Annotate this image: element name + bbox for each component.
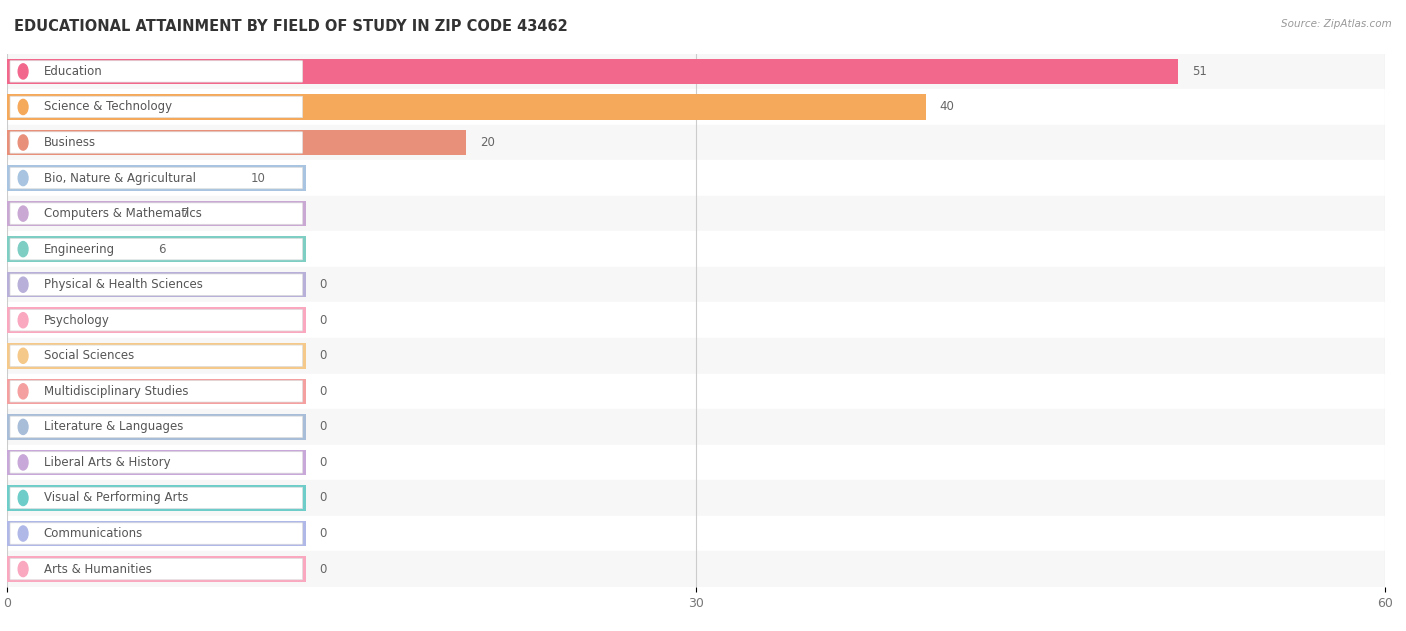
Text: 0: 0 [319,420,326,433]
Bar [7,59,1178,84]
Circle shape [18,170,28,186]
Text: Business: Business [44,136,96,149]
Text: Psychology: Psychology [44,314,110,327]
Text: 10: 10 [250,172,266,184]
Bar [7,374,1385,409]
FancyBboxPatch shape [10,239,302,260]
Bar [7,267,1385,302]
Bar [7,521,305,546]
Bar [7,379,305,404]
FancyBboxPatch shape [10,558,302,580]
Text: Engineering: Engineering [44,243,115,256]
Text: Literature & Languages: Literature & Languages [44,420,183,433]
Text: 0: 0 [319,278,326,291]
Bar [7,450,305,475]
FancyBboxPatch shape [10,132,302,153]
FancyBboxPatch shape [10,167,302,189]
Text: 20: 20 [479,136,495,149]
FancyBboxPatch shape [10,310,302,331]
Text: Multidisciplinary Studies: Multidisciplinary Studies [44,385,188,398]
Text: 40: 40 [939,100,955,114]
Text: Arts & Humanities: Arts & Humanities [44,563,152,575]
Circle shape [18,135,28,150]
Bar [7,307,305,333]
Bar [7,557,305,582]
Circle shape [18,562,28,577]
Text: 6: 6 [159,243,166,256]
Bar [7,343,305,369]
Circle shape [18,277,28,292]
Text: Social Sciences: Social Sciences [44,350,134,362]
Text: EDUCATIONAL ATTAINMENT BY FIELD OF STUDY IN ZIP CODE 43462: EDUCATIONAL ATTAINMENT BY FIELD OF STUDY… [14,19,568,34]
FancyBboxPatch shape [10,416,302,437]
Circle shape [18,206,28,221]
FancyBboxPatch shape [10,380,302,402]
Bar [7,54,1385,89]
FancyBboxPatch shape [10,523,302,544]
Bar [7,94,925,120]
Circle shape [18,242,28,257]
Circle shape [18,99,28,115]
Text: Communications: Communications [44,527,143,540]
Bar [7,551,1385,587]
Text: 0: 0 [319,563,326,575]
Bar [7,196,1385,232]
FancyBboxPatch shape [10,97,302,117]
Bar [7,232,1385,267]
FancyBboxPatch shape [10,274,302,295]
Text: 0: 0 [319,350,326,362]
FancyBboxPatch shape [10,452,302,473]
Circle shape [18,455,28,470]
Text: Bio, Nature & Agricultural: Bio, Nature & Agricultural [44,172,195,184]
Bar [7,516,1385,551]
Bar [7,445,1385,480]
Text: Source: ZipAtlas.com: Source: ZipAtlas.com [1281,19,1392,29]
Bar [7,201,305,227]
Circle shape [18,64,28,79]
Bar [7,89,1385,125]
Bar [7,130,467,155]
Circle shape [18,348,28,363]
Text: Computers & Mathematics: Computers & Mathematics [44,207,201,220]
FancyBboxPatch shape [10,61,302,82]
Circle shape [18,384,28,399]
FancyBboxPatch shape [10,345,302,367]
Bar [7,409,1385,445]
Text: Education: Education [44,65,103,78]
Bar [7,485,305,510]
FancyBboxPatch shape [10,487,302,509]
Text: Visual & Performing Arts: Visual & Performing Arts [44,492,188,504]
Text: Physical & Health Sciences: Physical & Health Sciences [44,278,202,291]
Bar [7,338,1385,374]
FancyBboxPatch shape [10,203,302,224]
Text: 7: 7 [181,207,188,220]
Bar [7,414,305,440]
Bar [7,480,1385,516]
Bar [7,160,1385,196]
Text: 0: 0 [319,492,326,504]
Text: 0: 0 [319,314,326,327]
Circle shape [18,526,28,541]
Bar [7,272,305,297]
Circle shape [18,490,28,505]
Text: 0: 0 [319,385,326,398]
Text: Liberal Arts & History: Liberal Arts & History [44,456,170,469]
Text: 51: 51 [1192,65,1206,78]
Bar [7,165,305,191]
Bar [7,125,1385,160]
Circle shape [18,312,28,328]
Text: Science & Technology: Science & Technology [44,100,172,114]
Bar [7,237,305,262]
Text: 0: 0 [319,527,326,540]
Circle shape [18,419,28,435]
Bar [7,302,1385,338]
Text: 0: 0 [319,456,326,469]
